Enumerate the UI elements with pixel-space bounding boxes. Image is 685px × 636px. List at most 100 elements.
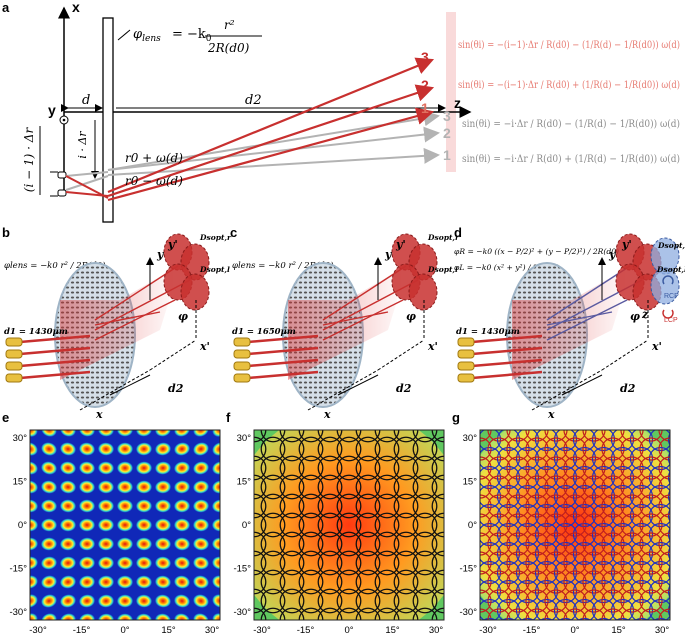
y-tick-label: 30°: [463, 433, 478, 444]
eq-red-2: sin(θi) = −(i−1)·Δr / R(d0) + (1/R(d) − …: [458, 79, 680, 91]
axis-label: Dsopt,r: [427, 233, 460, 242]
y-tick-label: 30°: [13, 433, 28, 444]
axis-label: x': [199, 340, 210, 353]
phase-lhs: φlens: [133, 27, 161, 44]
eq-gray-2: sin(θi) = −i·Δr / R(d0) + (1/R(d) − 1/R(…: [462, 153, 680, 165]
map-panel-e: e 30° 15° 0° -15° -30°-30° -15° 0° 15° 30°: [2, 410, 221, 636]
x-tick-label: 15°: [161, 625, 176, 636]
phase-equation-l: φL = −k0 (x² + y²) / 2R(d0): [454, 263, 559, 272]
axis-label: φ: [178, 310, 188, 323]
panel-d: d φR = −k0 ((x − P/2)² + (y − P/2)²) / 2R…: [454, 225, 685, 421]
focal-spots: [163, 233, 210, 311]
panel-label-a: a: [2, 0, 10, 15]
panel-label: d: [454, 225, 462, 240]
x-tick-label: 0°: [344, 625, 353, 636]
panel-b: b φlens = −k0 r² / 2R(d0) yy' x x' φ d2 Dsopt,r…: [2, 225, 232, 421]
phase-equation: φlens = −k0 r² / 2R(d0): [4, 260, 105, 271]
map-panel-g: g30°15°0°-15°-30°-30° -15° 0° 15° 30°: [452, 410, 671, 636]
axis-label: d2: [396, 382, 412, 395]
metalens-plate: [102, 17, 114, 223]
y-tick-label: -15°: [9, 564, 27, 575]
axis-label: x: [547, 408, 555, 421]
eq-gray-1: sin(θi) = −i·Δr / R(d0) − (1/R(d) − 1/R(…: [462, 118, 680, 130]
axis-label: Dsopt,r: [657, 241, 685, 250]
y-tick-label: 0°: [468, 520, 477, 531]
gray-rays: [65, 110, 440, 191]
axis-label: φ: [630, 310, 640, 323]
axis-label: z: [641, 308, 649, 321]
i-dr-label: i · Δr: [76, 131, 89, 159]
axis-label: x: [323, 408, 331, 421]
axis-label: φ: [406, 310, 416, 323]
rcp-icon: [662, 275, 674, 285]
axis-label: d2: [168, 382, 184, 395]
map-frame: [479, 429, 671, 621]
axis-label: y: [384, 248, 393, 261]
lcp-icon: [662, 309, 674, 319]
x-tick-label: 0°: [120, 625, 129, 636]
axis-label: y': [395, 238, 406, 251]
axes: y y' x x' zφ d2 Dsopt,r Dsopt,l: [531, 238, 685, 421]
axis-label: d2: [620, 382, 636, 395]
panel-label: f: [226, 410, 231, 425]
phase-equation-r: φR = −k0 ((x − P/2)² + (y − P/2)²) / 2R(…: [454, 247, 619, 256]
intensity-map: [254, 430, 444, 620]
i1-dr-label: (i − 1) · Δr: [22, 127, 36, 193]
axis-label: x: [95, 408, 103, 421]
map-panel-f: f 30° 15° 0° -15° -30°-30° -15° 0° 15° 30°: [226, 410, 445, 636]
axis-label: Dsopt,l: [199, 265, 230, 274]
panel-label: c: [230, 225, 237, 240]
phase-rhs: = −k0: [172, 27, 212, 44]
focal-spots: [391, 233, 438, 311]
x-tick-label: -15°: [523, 625, 541, 636]
panels-efg: e30°15°0°-15°-30°-30° -15° 0° 15° 30°f30°15°…: [2, 410, 671, 636]
x-tick-label: 30°: [655, 625, 670, 636]
d1-label: d1 = 1430μm: [456, 327, 520, 337]
axis-label: y: [608, 248, 617, 261]
x-tick-label: -30°: [479, 625, 497, 636]
y-tick-label: 15°: [463, 477, 478, 488]
d1-label: d1 = 1430μm: [4, 327, 68, 337]
screen-plane: [446, 12, 456, 172]
axes: yy' x x' φ d2 Dsopt,r Dsopt,l: [79, 233, 232, 421]
red-ray-number-2: 2: [421, 77, 429, 93]
intensity-map: [30, 430, 220, 620]
red-rays: [65, 57, 435, 202]
red-ray-number-1: 1: [421, 100, 429, 116]
y-tick-label: 15°: [237, 477, 252, 488]
intensity-map: [480, 430, 670, 620]
phase-equation: φlens = −k0 r² / 2R(d0): [232, 260, 333, 271]
axis-z-label: z: [454, 95, 461, 111]
map-frame: [253, 429, 445, 621]
axis-label: x': [427, 340, 438, 353]
panel-label: g: [452, 410, 460, 425]
d1-label: d1 = 1650μm: [232, 327, 296, 337]
axis-y-label: y: [48, 102, 56, 118]
gray-ray-number-2: 2: [443, 125, 451, 141]
y-tick-label: 30°: [237, 433, 252, 444]
d-label: d: [82, 93, 90, 108]
y-tick-label: -15°: [459, 564, 477, 575]
panel-label: e: [2, 410, 9, 425]
r0-plus-label: r0 + ω(d): [125, 151, 183, 165]
gray-ray-number-1: 1: [443, 147, 451, 163]
x-tick-label: 30°: [205, 625, 220, 636]
y-tick-label: 15°: [13, 477, 28, 488]
phase-denominator: 2R(d0): [207, 41, 250, 55]
x-tick-label: 30°: [429, 625, 444, 636]
panel-a: a x z y φlens = −k0 r² 2R(d0) d d2 i · Δ…: [2, 0, 680, 223]
x-tick-label: 0°: [570, 625, 579, 636]
y-tick-label: -30°: [233, 607, 251, 618]
gray-ray-number-3: 3: [443, 108, 451, 124]
phase-numerator: r²: [224, 18, 235, 32]
x-tick-label: -15°: [297, 625, 315, 636]
lcp-label: LCP: [664, 317, 678, 324]
axis-x-label: x: [72, 0, 80, 15]
x-tick-label: 15°: [385, 625, 400, 636]
x-tick-label: -30°: [253, 625, 271, 636]
axis-label: y': [167, 238, 178, 251]
axis-label: y': [621, 238, 632, 251]
d2-label: d2: [245, 93, 262, 108]
axis-label: Dsopt,l: [427, 265, 458, 274]
